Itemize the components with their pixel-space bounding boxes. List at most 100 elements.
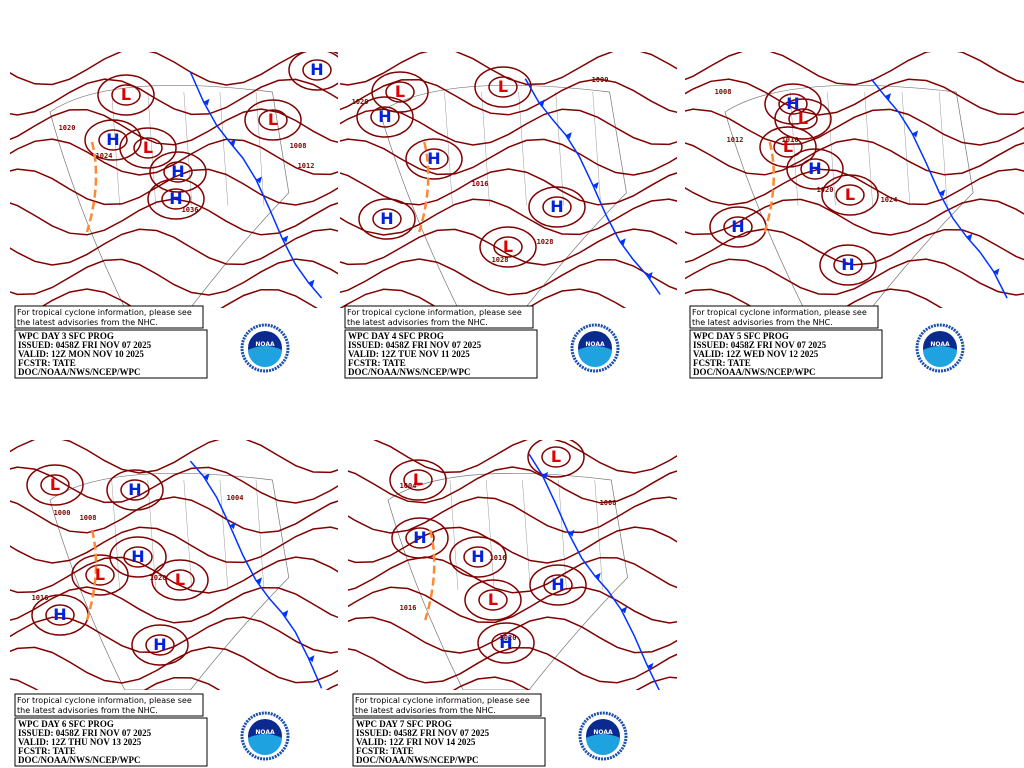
front-pip <box>885 93 892 101</box>
info-box <box>344 329 538 379</box>
trough <box>763 141 775 233</box>
front-pip <box>538 99 545 107</box>
border <box>444 91 453 206</box>
map <box>348 440 677 690</box>
isobar-label: 1000 <box>592 76 609 84</box>
coastline <box>379 85 627 308</box>
isobar-ring <box>403 469 433 491</box>
isobar-ring <box>493 236 523 258</box>
front-pip <box>229 139 236 147</box>
logo-wave <box>248 734 282 755</box>
isobar-ring <box>405 527 435 549</box>
notice-text: the latest advisories from the NHC. <box>17 706 158 715</box>
front-pip <box>565 132 572 140</box>
isobar-label: 1020 <box>500 634 517 642</box>
notice-box <box>344 305 534 329</box>
isobar-ring <box>474 66 532 108</box>
isobar-ring <box>123 546 153 568</box>
cold-front <box>189 71 323 299</box>
high-pressure: H <box>427 149 440 168</box>
isobar <box>348 496 677 534</box>
isobar <box>10 168 338 206</box>
notice-text: For tropical cyclone information, please… <box>347 308 522 317</box>
high-pressure: H <box>499 633 512 652</box>
high-pressure: H <box>841 255 854 274</box>
trough <box>85 141 98 233</box>
isobar-label: 1016 <box>472 180 489 188</box>
isobar-ring <box>133 137 163 159</box>
front-pip <box>993 268 1000 276</box>
isobar-label: 1020 <box>150 574 167 582</box>
front-pip <box>912 130 919 138</box>
isobar-label: 1012 <box>298 162 315 170</box>
info-text: VALID: 12Z MON NOV 10 2025 <box>18 349 144 359</box>
notice-text: For tropical cyclone information, please… <box>692 308 867 317</box>
info-text: VALID: 12Z TUE NOV 11 2025 <box>348 349 470 359</box>
isobar <box>10 496 338 534</box>
low-pressure: L <box>498 77 508 96</box>
isobar-ring <box>165 569 195 591</box>
isobar-ring <box>405 138 463 180</box>
notice-box <box>689 305 879 329</box>
front-pip <box>619 238 626 246</box>
notice-text: the latest advisories from the NHC. <box>692 318 833 327</box>
isobar-ring <box>288 52 338 91</box>
isobar <box>685 258 1024 296</box>
logo-text: NOAA <box>255 729 275 736</box>
low-pressure: L <box>503 237 513 256</box>
isobar <box>348 646 677 684</box>
isobar <box>340 52 677 86</box>
high-pressure: H <box>53 605 66 624</box>
notice-text: the latest advisories from the NHC. <box>347 318 488 327</box>
isobar-ring <box>111 84 141 106</box>
info-text: WPC DAY 3 SFC PROG <box>18 331 114 341</box>
isobar-label: 1008 <box>290 142 307 150</box>
isobar-label: 1020 <box>352 98 369 106</box>
forecast-panel: H H H L L L H 1004 1016 1016 1008 1020 For tropical … <box>348 440 677 767</box>
front-pip <box>308 279 315 287</box>
isobar <box>373 440 677 474</box>
isobar <box>452 676 677 690</box>
isobar <box>348 586 677 624</box>
high-pressure: H <box>380 209 393 228</box>
isobar-ring <box>773 136 803 158</box>
isobar-ring <box>258 109 288 131</box>
isobar-ring <box>477 622 535 664</box>
info-text: ISSUED: 0458Z FRI NOV 07 2025 <box>348 340 482 350</box>
high-pressure: H <box>413 528 426 547</box>
front-pip <box>229 522 236 530</box>
isobar-label: 1016 <box>32 594 49 602</box>
high-pressure: H <box>128 480 141 499</box>
isobar <box>685 108 1024 146</box>
isobar-ring <box>40 474 70 496</box>
high-pressure: H <box>550 197 563 216</box>
isobar-ring <box>370 106 400 128</box>
high-pressure: H <box>310 60 323 79</box>
isobar-label: 1036 <box>182 206 199 214</box>
isobar-ring <box>541 446 571 468</box>
isobar-ring <box>119 127 177 169</box>
front-pip <box>621 606 628 614</box>
border <box>183 91 193 206</box>
logo-wave <box>586 734 620 755</box>
trough <box>418 141 430 233</box>
isobar <box>685 198 1024 236</box>
isobar <box>340 198 677 236</box>
info-box <box>689 329 883 379</box>
isobar <box>10 258 338 296</box>
isobar-ring <box>45 604 75 626</box>
logo-text: NOAA <box>585 341 605 348</box>
isobar <box>10 78 338 116</box>
isobar-ring <box>463 546 493 568</box>
isobar <box>10 466 338 504</box>
isobar-ring <box>372 208 402 230</box>
isobar <box>685 78 1024 116</box>
low-pressure: L <box>798 109 808 128</box>
trough <box>424 529 436 621</box>
isobar <box>685 168 1024 206</box>
isobar-ring <box>778 93 808 115</box>
isobar-ring <box>835 184 865 206</box>
isobar <box>10 198 338 236</box>
info-text: VALID: 12Z WED NOV 12 2025 <box>693 349 819 359</box>
front-pip <box>568 529 575 537</box>
